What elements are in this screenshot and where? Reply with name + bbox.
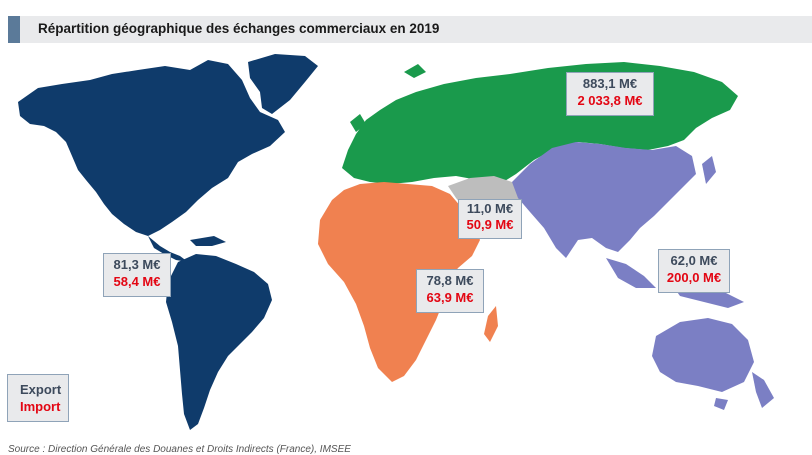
export-value: 883,1 M€ <box>582 76 638 91</box>
region-africa <box>318 182 498 382</box>
export-value: 62,0 M€ <box>670 253 718 268</box>
export-value: 81,3 M€ <box>113 257 161 272</box>
page-title: Répartition géographique des échanges co… <box>38 21 440 36</box>
region-value-box-americas: 81,3 M€ 58,4 M€ <box>103 253 171 297</box>
import-value: 2 033,8 M€ <box>577 93 643 108</box>
import-value: 200,0 M€ <box>666 270 722 285</box>
title-bar: Répartition géographique des échanges co… <box>8 16 812 43</box>
title-accent <box>8 16 20 43</box>
region-value-box-europe-north-asia: 883,1 M€ 2 033,8 M€ <box>566 72 654 116</box>
export-value: 78,8 M€ <box>426 273 474 288</box>
source-note: Source : Direction Générale des Douanes … <box>8 444 351 455</box>
legend: Export Import <box>7 374 69 422</box>
import-value: 58,4 M€ <box>113 274 161 289</box>
region-value-box-middle-east: 11,0 M€ 50,9 M€ <box>458 199 522 239</box>
import-value: 50,9 M€ <box>466 217 514 232</box>
legend-export-label: Export <box>20 382 62 397</box>
region-asia-oceania <box>512 142 774 410</box>
import-value: 63,9 M€ <box>426 290 474 305</box>
region-americas <box>18 54 318 430</box>
legend-import-label: Import <box>20 399 61 414</box>
region-value-box-africa: 78,8 M€ 63,9 M€ <box>416 269 484 313</box>
export-value: 11,0 M€ <box>466 201 514 216</box>
region-value-box-asia-oceania: 62,0 M€ 200,0 M€ <box>658 249 730 293</box>
